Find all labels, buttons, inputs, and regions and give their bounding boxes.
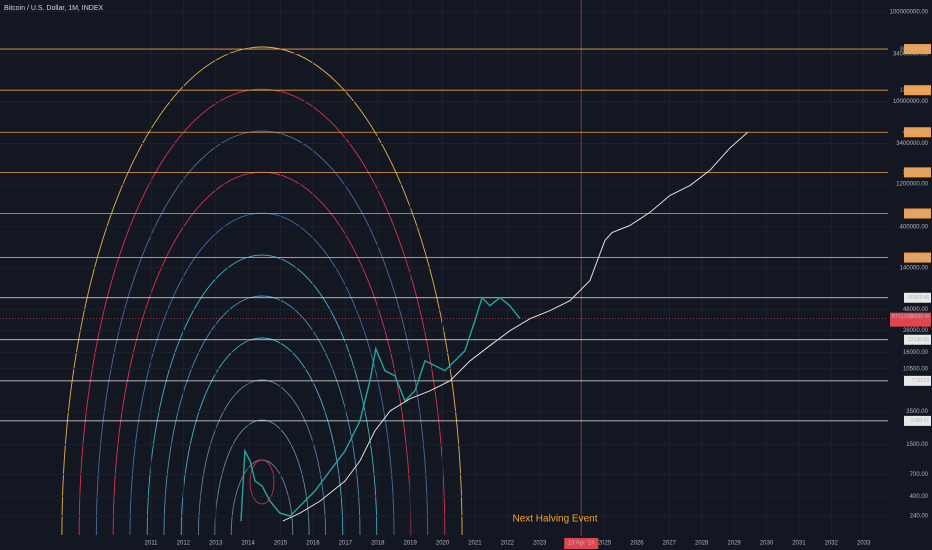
x-tick-label: 2029 [727,541,741,547]
level-label-box [904,167,931,178]
y-tick-label: 28000.00 [903,328,929,334]
arc [129,212,395,536]
x-tick-label: 2028 [695,541,709,547]
x-tick-label: 2026 [630,541,644,547]
y-tick-label: 48000.00 [903,307,929,313]
y-tick-label: 10000000.00 [893,99,929,105]
y-tick-label: 240.00 [910,514,929,520]
y-tick-label: 1200000.00 [896,182,928,188]
level-label-box [904,44,931,55]
level-label-box [904,85,931,96]
level-label-box [904,127,931,138]
level-label: 65003.46 [908,295,929,301]
x-tick-label: 2017 [339,541,353,547]
level-label-box [904,292,931,303]
arc [180,337,344,536]
y-tick-label: 400.00 [910,494,929,500]
level-label: 182201.38 [905,255,929,261]
y-tick-label: 3400000.00 [896,141,928,147]
y-tick-label: 34000000.00 [893,51,929,57]
series-line [282,131,749,522]
arc [61,46,463,536]
x-tick-label: 13 Apr '24 [568,541,595,547]
arc [78,88,446,536]
arc [163,295,361,536]
x-tick-label: 2020 [436,541,450,547]
last-price-box [890,312,931,327]
level-label-box [904,208,931,219]
arc [214,419,310,536]
level-label: 2760.47 [911,418,929,424]
x-tick-label: 2019 [403,541,417,547]
level-label: 7710.13 [911,378,929,384]
x-tick-label: 2032 [825,541,839,547]
annotation: Next Halving Event [512,514,597,525]
x-tick-label: 2021 [468,541,482,547]
level-label: 13350415.56 [900,88,929,94]
x-tick-label: 2012 [177,541,191,547]
x-tick-label: 2016 [306,541,320,547]
y-tick-label: 100000000.00 [890,9,929,15]
level-label-box [904,375,931,386]
level-label: 38351762.62 [900,46,929,52]
y-tick-label: 3500.00 [906,409,928,415]
x-tick-label: 2031 [792,541,806,547]
arc [146,254,378,536]
x-tick-label: 2018 [371,541,385,547]
x-tick-label: 2033 [857,541,871,547]
chart-title: Bitcoin / U.S. Dollar, 1M, INDEX [4,5,104,12]
x-tick-label: 2030 [760,541,774,547]
x-tick-label: 2014 [241,541,255,547]
level-label-box [904,415,931,426]
x-tick-label: 2023 [533,541,547,547]
level-label: 564024.52 [905,211,929,217]
y-tick-label: 1500.00 [906,442,928,448]
y-tick-label: 140000.00 [900,265,929,271]
level-label: 22130.65 [908,337,929,343]
y-tick-label: 400000.00 [900,224,929,230]
x-tick-label: 2027 [663,541,677,547]
arc [198,379,326,536]
level-label: 1620641.25 [903,170,930,176]
series-line [240,296,521,522]
x-tick-label: 2011 [145,541,159,547]
x-tick-label: 2022 [501,541,515,547]
arc [95,130,429,536]
y-tick-label: 16000.00 [903,350,929,356]
level-label-box [904,252,931,263]
x-tick-label: 2025 [598,541,612,547]
level-label: 4536866.43 [903,130,930,136]
x-tick-label: 2015 [274,541,288,547]
highlight-ellipse [249,459,275,505]
y-tick-label: 10500.00 [903,366,929,372]
x-tick-highlight [564,538,599,549]
x-tick-label: 2013 [209,541,223,547]
level-label-box [904,334,931,345]
symbol-label: BTCUSD [892,314,913,320]
y-tick-label: 700.00 [910,472,929,478]
arc-group [61,46,463,536]
last-price-label: 38000.45 [909,314,930,320]
